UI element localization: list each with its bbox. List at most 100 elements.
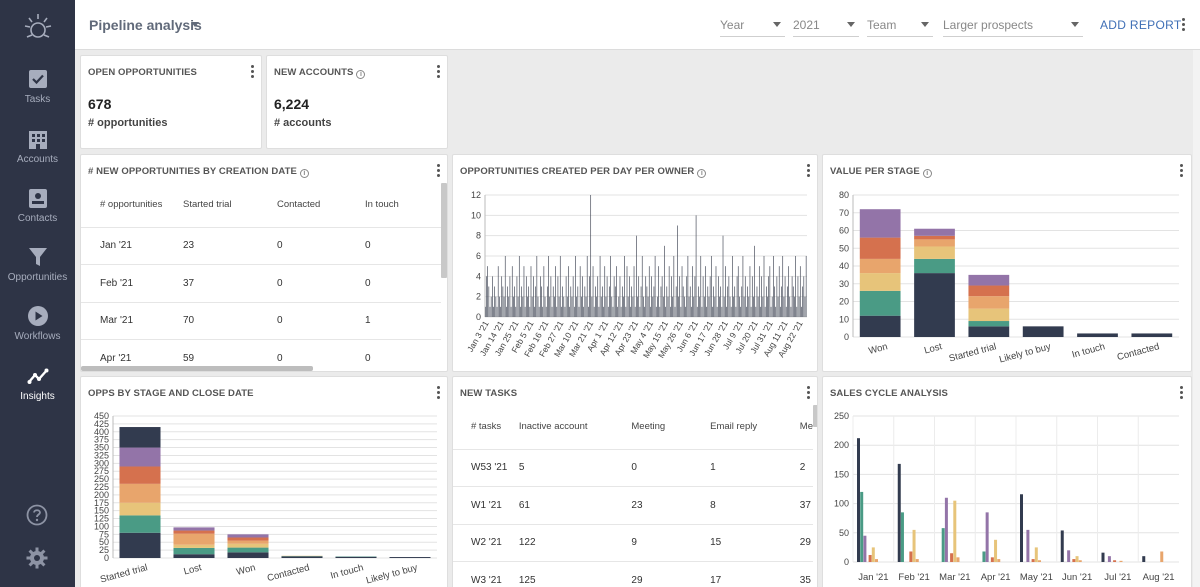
bar — [950, 553, 954, 562]
bar — [771, 296, 773, 317]
settings-gear-icon[interactable] — [26, 547, 48, 569]
page-scrollbar-track[interactable] — [1193, 50, 1200, 587]
column-header[interactable]: Contacted — [277, 199, 321, 211]
segment-select[interactable]: Larger prospects — [943, 14, 1083, 37]
table-row[interactable]: W3 '21 125 29 17 35 — [453, 561, 813, 587]
bar — [562, 286, 563, 317]
y-tick-label: 200 — [94, 490, 109, 500]
bar — [616, 266, 617, 317]
column-header[interactable]: # tasks — [471, 421, 502, 433]
bar — [668, 266, 670, 317]
column-header[interactable]: Email reply — [710, 421, 758, 433]
bar — [499, 296, 500, 317]
play-icon — [27, 306, 48, 326]
brand-logo-icon[interactable] — [22, 10, 54, 44]
bar — [748, 296, 750, 317]
horizontal-scrollbar[interactable] — [81, 366, 313, 371]
bar — [689, 286, 691, 317]
info-icon[interactable]: i — [697, 169, 707, 178]
bar — [619, 276, 621, 317]
bar — [551, 306, 553, 317]
table-row[interactable]: Mar '21 70 0 1 — [81, 301, 441, 340]
help-icon[interactable] — [26, 504, 48, 526]
more-options-icon[interactable] — [807, 386, 811, 400]
sidebar-item-workflows[interactable]: Workflows — [0, 305, 75, 363]
year-select[interactable]: 2021 — [793, 14, 859, 37]
y-tick-label: 125 — [94, 514, 109, 524]
bar-segment — [914, 273, 955, 337]
more-options-icon[interactable] — [1182, 18, 1186, 32]
table-row[interactable]: Jan '21 23 0 0 — [81, 226, 441, 265]
page-title-dropdown[interactable]: Pipeline analysis — [89, 17, 202, 33]
bar — [687, 256, 689, 317]
bar — [784, 276, 786, 317]
chevron-down-icon — [847, 22, 855, 27]
bar — [756, 286, 758, 317]
table-row[interactable]: Feb '21 37 0 0 — [81, 264, 441, 302]
bar-segment — [859, 290, 901, 316]
card-title: SALES CYCLE ANALYSIS — [830, 388, 948, 399]
bar — [599, 256, 601, 317]
bar — [740, 306, 741, 317]
bar — [626, 266, 628, 317]
more-options-icon[interactable] — [251, 65, 255, 79]
column-header[interactable]: In touch — [365, 199, 399, 211]
bar — [714, 296, 716, 317]
bar — [900, 512, 904, 562]
column-header[interactable]: Meeting — [631, 421, 666, 433]
bar — [1075, 556, 1079, 562]
table-row[interactable]: W2 '21 122 9 15 29 — [453, 523, 813, 562]
column-header[interactable]: Started trial — [183, 199, 232, 211]
info-icon[interactable]: i — [922, 169, 932, 178]
sidebar-item-insights[interactable]: Insights — [0, 365, 75, 423]
card-title: OPPORTUNITIES CREATED PER DAY PER OWNER i — [460, 166, 707, 178]
bar — [780, 306, 781, 317]
column-header[interactable]: # opportunities — [100, 199, 163, 211]
value-per-stage-chart: 0 10 20 30 40 50 60 70 80 Won Lost Started trial Lik… — [839, 190, 1179, 366]
bar-segment — [119, 466, 161, 484]
table-row[interactable]: W1 '21 61 23 8 37 — [453, 486, 813, 524]
bar — [611, 296, 613, 317]
sidebar-item-accounts[interactable]: Accounts — [0, 128, 75, 186]
more-options-icon[interactable] — [437, 164, 441, 178]
year-period-select[interactable]: Year — [720, 14, 785, 37]
more-options-icon[interactable] — [437, 65, 441, 79]
vertical-scrollbar[interactable] — [441, 183, 447, 278]
bar — [868, 554, 872, 562]
column-header[interactable]: Inactive account — [518, 421, 588, 433]
vertical-scrollbar[interactable] — [813, 405, 817, 427]
bar — [897, 463, 901, 562]
more-options-icon[interactable] — [1180, 164, 1184, 178]
info-icon[interactable]: i — [356, 70, 366, 79]
bar — [579, 266, 581, 317]
info-icon[interactable]: i — [299, 169, 309, 178]
team-select[interactable]: Team — [867, 14, 933, 37]
bar — [629, 276, 630, 317]
sidebar-item-tasks[interactable]: Tasks — [0, 68, 75, 126]
bar-segment — [335, 556, 377, 558]
bar — [997, 559, 1001, 562]
column-header[interactable]: Me — [799, 421, 813, 433]
more-options-icon[interactable] — [807, 164, 811, 178]
table-row[interactable]: Apr '21 59 0 0 — [81, 339, 441, 371]
bar — [1067, 550, 1071, 562]
bar-segment — [859, 315, 901, 337]
table-cell: 37 — [183, 264, 277, 302]
bar — [674, 306, 676, 317]
bar — [941, 528, 945, 562]
bar-segment — [227, 552, 269, 558]
bar — [631, 286, 632, 317]
bar — [566, 296, 568, 317]
sidebar-item-opportunities[interactable]: Opportunities — [0, 246, 75, 304]
more-options-icon[interactable] — [1180, 386, 1184, 400]
table-row[interactable]: W53 '21 5 0 1 2 — [453, 448, 813, 487]
bar — [691, 306, 692, 317]
bar-segment — [227, 534, 269, 538]
bar — [671, 276, 672, 317]
table-cell: 9 — [631, 523, 711, 562]
more-options-icon[interactable] — [437, 386, 441, 400]
bar — [654, 256, 656, 317]
chevron-down-icon[interactable] — [191, 22, 199, 27]
add-report-button[interactable]: ADD REPORT — [1100, 18, 1182, 32]
sidebar-item-contacts[interactable]: Contacts — [0, 187, 75, 245]
